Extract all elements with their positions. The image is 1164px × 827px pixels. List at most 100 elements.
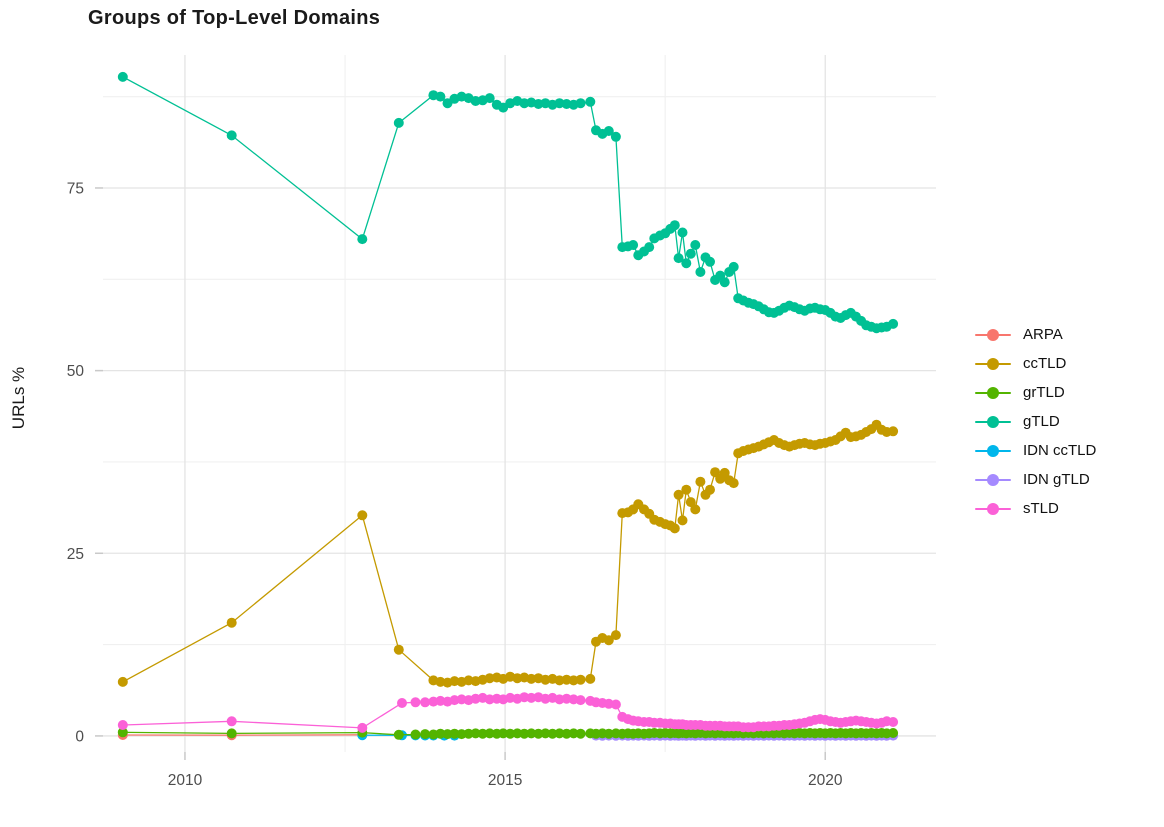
legend-item-gtld: gTLD bbox=[975, 407, 1096, 436]
data-point bbox=[677, 515, 688, 526]
legend-item-grtld: grTLD bbox=[975, 378, 1096, 407]
data-point bbox=[610, 699, 621, 710]
legend-label: sTLD bbox=[1023, 500, 1059, 517]
data-point bbox=[547, 728, 558, 739]
data-point bbox=[226, 716, 237, 727]
data-point bbox=[117, 727, 128, 738]
data-point bbox=[681, 258, 692, 269]
legend-item-stld: sTLD bbox=[975, 494, 1096, 523]
data-point bbox=[484, 93, 495, 104]
data-point bbox=[685, 248, 696, 259]
data-point bbox=[477, 728, 488, 739]
data-point bbox=[397, 698, 407, 708]
y-tick-label: 75 bbox=[67, 180, 84, 197]
data-point bbox=[685, 497, 696, 508]
data-point bbox=[610, 630, 621, 641]
data-point bbox=[463, 728, 474, 739]
data-point bbox=[610, 131, 621, 142]
data-point bbox=[888, 426, 899, 437]
data-point bbox=[505, 728, 516, 739]
data-point bbox=[357, 722, 368, 733]
data-point bbox=[540, 728, 551, 739]
y-tick-label: 0 bbox=[75, 728, 84, 745]
data-point bbox=[449, 728, 460, 739]
data-point bbox=[554, 728, 565, 739]
data-point bbox=[568, 728, 579, 739]
minor-gridlines bbox=[103, 55, 936, 752]
data-point bbox=[673, 253, 684, 264]
series-sTLD bbox=[117, 692, 899, 733]
data-point bbox=[728, 478, 739, 489]
x-tick-label: 2020 bbox=[808, 772, 843, 789]
data-point bbox=[888, 318, 899, 329]
cctld-line-dot-icon bbox=[975, 357, 1011, 370]
data-point bbox=[393, 644, 404, 655]
data-point bbox=[357, 510, 368, 521]
data-point bbox=[226, 728, 237, 739]
axis-ticks bbox=[95, 187, 826, 760]
legend-label: IDN ccTLD bbox=[1023, 442, 1097, 459]
legend: ARPA ccTLD grTLD gTLD IDN ccTLD IDN gTLD… bbox=[975, 320, 1096, 523]
data-point bbox=[669, 220, 680, 231]
data-point bbox=[585, 96, 596, 107]
idn-gtld-line-dot-icon bbox=[975, 473, 1011, 486]
data-point bbox=[695, 267, 706, 277]
data-point bbox=[628, 240, 639, 250]
legend-item-idn-gtld: IDN gTLD bbox=[975, 465, 1096, 494]
legend-label: IDN gTLD bbox=[1023, 471, 1090, 488]
data-point bbox=[677, 227, 688, 238]
data-point bbox=[673, 489, 684, 500]
idn-cctld-line-dot-icon bbox=[975, 444, 1011, 457]
data-point bbox=[888, 717, 899, 727]
grtld-line-dot-icon bbox=[975, 386, 1011, 399]
legend-label: ccTLD bbox=[1023, 355, 1067, 372]
data-point bbox=[470, 728, 481, 739]
data-point bbox=[410, 697, 421, 708]
data-point bbox=[575, 728, 586, 739]
legend-item-arpa: ARPA bbox=[975, 320, 1096, 349]
chart-title: Groups of Top-Level Domains bbox=[88, 7, 381, 29]
data-point bbox=[393, 117, 404, 128]
data-point bbox=[512, 728, 523, 739]
data-point bbox=[533, 728, 544, 739]
axis-tick-labels: 2010 2015 2020 0 25 50 75 bbox=[67, 180, 843, 789]
data-point bbox=[435, 91, 446, 102]
legend-label: grTLD bbox=[1023, 384, 1065, 401]
data-point bbox=[888, 728, 899, 738]
data-point bbox=[644, 242, 655, 253]
data-point bbox=[117, 71, 128, 82]
y-tick-label: 50 bbox=[67, 363, 85, 380]
series-ccTLD bbox=[117, 419, 899, 688]
data-point bbox=[498, 728, 509, 739]
data-point bbox=[519, 728, 530, 739]
data-point bbox=[705, 256, 715, 267]
stld-line-dot-icon bbox=[975, 502, 1011, 515]
y-tick-label: 25 bbox=[67, 546, 84, 563]
data-point bbox=[603, 728, 614, 739]
data-point bbox=[690, 240, 701, 250]
x-tick-label: 2010 bbox=[168, 772, 203, 789]
data-point bbox=[420, 697, 431, 708]
major-gridlines bbox=[103, 55, 936, 752]
legend-item-cctld: ccTLD bbox=[975, 349, 1096, 378]
gtld-line-dot-icon bbox=[975, 415, 1011, 428]
data-point bbox=[705, 484, 715, 495]
data-point bbox=[575, 98, 586, 109]
data-point bbox=[435, 728, 446, 739]
legend-item-idn-cctld: IDN ccTLD bbox=[975, 436, 1096, 465]
arpa-line-dot-icon bbox=[975, 328, 1011, 341]
legend-label: ARPA bbox=[1023, 326, 1063, 343]
data-point bbox=[603, 126, 614, 136]
data-point bbox=[526, 728, 537, 739]
legend-label: gTLD bbox=[1023, 413, 1060, 430]
data-point bbox=[575, 674, 586, 685]
data-point bbox=[561, 728, 572, 739]
data-point bbox=[393, 729, 404, 740]
data-point bbox=[695, 476, 706, 487]
data-point bbox=[575, 695, 586, 706]
series-ARPA bbox=[117, 729, 368, 741]
data-point bbox=[226, 617, 237, 628]
data-point bbox=[728, 261, 739, 272]
